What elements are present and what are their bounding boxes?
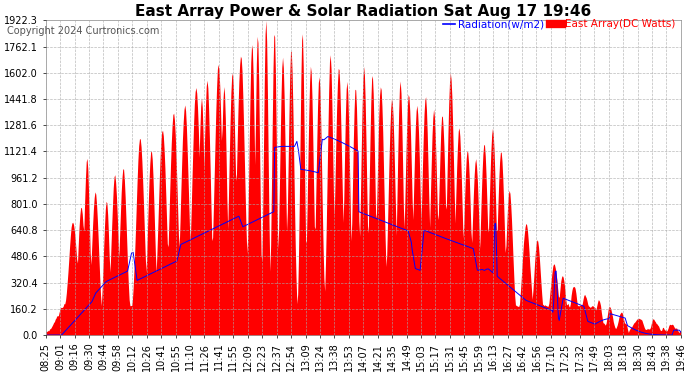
Text: Copyright 2024 Curtronics.com: Copyright 2024 Curtronics.com — [7, 26, 159, 36]
Title: East Array Power & Solar Radiation Sat Aug 17 19:46: East Array Power & Solar Radiation Sat A… — [135, 4, 591, 19]
Legend: Radiation(w/m2), East Array(DC Watts): Radiation(w/m2), East Array(DC Watts) — [443, 19, 676, 29]
